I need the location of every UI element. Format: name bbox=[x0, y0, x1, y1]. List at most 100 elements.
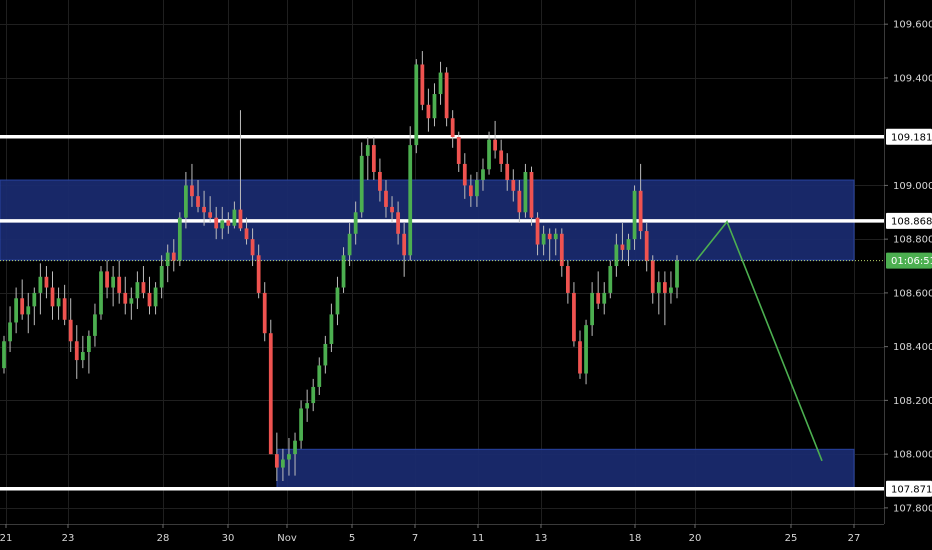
candle bbox=[32, 287, 37, 326]
candle-body bbox=[99, 271, 103, 315]
candle-body bbox=[390, 206, 394, 213]
candle-body bbox=[620, 244, 625, 250]
x-tick-label: 28 bbox=[157, 533, 170, 544]
candle bbox=[74, 325, 79, 379]
candle-body bbox=[572, 292, 576, 342]
candle-body bbox=[669, 287, 673, 293]
candle bbox=[68, 298, 73, 353]
candle bbox=[511, 169, 516, 202]
candle-body bbox=[311, 386, 316, 404]
candle bbox=[299, 400, 303, 449]
candle bbox=[341, 247, 346, 293]
candle-body bbox=[165, 252, 170, 267]
candle-body bbox=[244, 228, 249, 240]
x-tick-label: 7 bbox=[412, 533, 418, 544]
current-price-badge-text: 01:06:51 bbox=[891, 256, 932, 267]
candle bbox=[608, 260, 613, 299]
level-badge: 109.181 bbox=[886, 128, 932, 145]
candle-body bbox=[450, 118, 455, 138]
level-badge-box bbox=[886, 128, 932, 145]
x-tick-label: 20 bbox=[689, 533, 702, 544]
candle bbox=[50, 271, 55, 320]
candle bbox=[547, 228, 552, 261]
candle-body bbox=[535, 217, 540, 245]
candle bbox=[196, 180, 200, 213]
candle-body bbox=[293, 440, 297, 455]
candle bbox=[462, 153, 467, 199]
candle bbox=[141, 266, 146, 299]
candle-body bbox=[584, 325, 588, 374]
level-badge-text: 107.871 bbox=[891, 484, 932, 495]
candle bbox=[2, 335, 6, 374]
candle-body bbox=[8, 322, 12, 342]
candle-body bbox=[432, 94, 437, 119]
y-tick-label: 109.600 bbox=[893, 20, 932, 31]
candle-body bbox=[650, 260, 655, 293]
candle bbox=[402, 223, 407, 277]
candle-body bbox=[614, 244, 619, 267]
candle bbox=[14, 287, 19, 334]
supply-demand-zone bbox=[276, 448, 855, 489]
candle bbox=[56, 287, 61, 320]
candle-body bbox=[141, 282, 146, 293]
candle bbox=[177, 212, 182, 267]
x-tick-label: 11 bbox=[472, 533, 485, 544]
candle bbox=[323, 335, 328, 374]
candle bbox=[80, 335, 85, 369]
candle-body bbox=[220, 220, 225, 229]
candle bbox=[456, 131, 461, 172]
candle-body bbox=[196, 196, 200, 207]
candle-body bbox=[105, 271, 109, 288]
candle-body bbox=[32, 292, 37, 307]
level-badge: 108.868 bbox=[886, 212, 932, 229]
candle bbox=[517, 180, 522, 224]
candle-body bbox=[26, 306, 31, 315]
candle bbox=[287, 438, 291, 476]
level-badge-text: 108.868 bbox=[891, 216, 932, 227]
candle bbox=[644, 223, 649, 272]
level-badge-box bbox=[886, 212, 932, 229]
candle bbox=[262, 282, 267, 342]
candle bbox=[244, 217, 249, 245]
candle bbox=[420, 51, 425, 111]
candle-body bbox=[214, 217, 219, 229]
y-tick-label: 109.400 bbox=[893, 73, 932, 84]
candle-body bbox=[117, 276, 122, 293]
candle-body bbox=[159, 266, 164, 288]
y-tick-label: 108.200 bbox=[893, 396, 932, 407]
candle bbox=[111, 266, 116, 307]
candle bbox=[44, 266, 49, 299]
candle-body bbox=[608, 266, 613, 293]
candle-body bbox=[256, 255, 261, 293]
y-tick-label: 108.800 bbox=[893, 235, 932, 246]
candle bbox=[590, 282, 594, 336]
candle-body bbox=[299, 408, 303, 441]
candle bbox=[438, 61, 443, 105]
current-price-badge-box bbox=[886, 252, 932, 269]
candle-body bbox=[50, 287, 55, 307]
candle-body bbox=[14, 298, 19, 323]
candle bbox=[8, 306, 12, 353]
price-axis[interactable]: 109.600 109.400 109.000 108.800 108.600 108.4… bbox=[884, 20, 932, 515]
candle-body bbox=[238, 209, 243, 229]
time-axis[interactable]: 21 23 28 30 Nov 5 7 11 13 18 20 25 27 bbox=[0, 524, 860, 544]
candle-body bbox=[202, 206, 206, 213]
candle bbox=[481, 158, 485, 191]
candle bbox=[450, 110, 455, 148]
candle-body bbox=[371, 145, 376, 172]
level-badge: 107.871 bbox=[886, 480, 932, 497]
candle-body bbox=[262, 292, 267, 334]
candles-layer bbox=[2, 51, 679, 482]
candle-body bbox=[493, 139, 497, 151]
candle bbox=[208, 196, 213, 224]
candle-body bbox=[341, 255, 346, 288]
x-tick-label: 30 bbox=[222, 533, 235, 544]
candle-body bbox=[559, 233, 564, 267]
candle-body bbox=[529, 171, 534, 218]
candle bbox=[93, 303, 97, 347]
candle bbox=[553, 228, 558, 256]
candle-body bbox=[517, 190, 522, 213]
candle bbox=[650, 255, 655, 304]
candle bbox=[432, 83, 437, 127]
